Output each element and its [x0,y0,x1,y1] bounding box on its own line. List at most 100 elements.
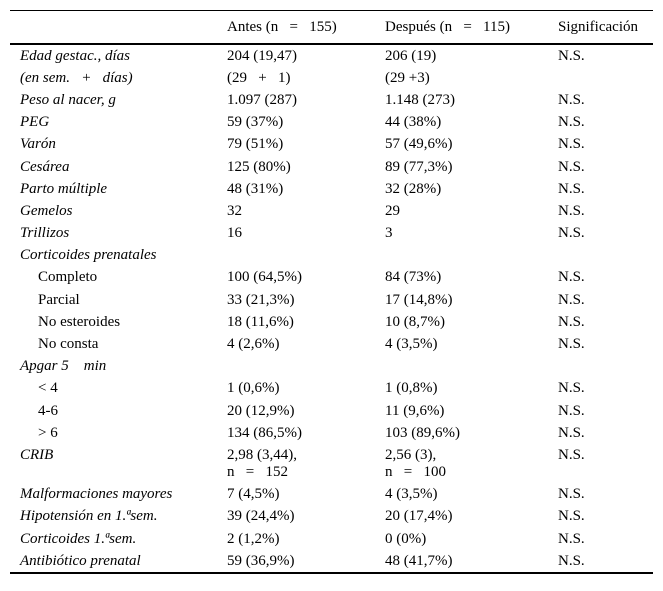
table-row: Corticoides 1.ªsem. 2 (1,2%) 0 (0%) N.S. [10,528,653,550]
cell-despues: 17 (14,8%) [385,291,453,308]
cell-antes: 1.097 (287) [227,91,297,108]
results-table: Antes (n = 155) Después (n = 115) Signif… [10,10,653,575]
row-label: Antibiótico prenatal [20,552,141,569]
cell-significacion: N.S. [558,136,585,153]
cell-antes: (29 + 1) [227,69,291,86]
cell-antes: 1 (0,6%) [227,380,280,397]
cell-despues: 3 [385,225,393,242]
row-label: Parcial [38,291,80,308]
table-row: Varón 79 (51%) 57 (49,6%) N.S. [10,134,653,156]
cell-antes: 20 (12,9%) [227,402,295,419]
row-label: Hipotensión en 1.ªsem. [20,508,158,525]
cell-antes: 32 [227,202,242,219]
cell-significacion: N.S. [558,402,585,419]
cell-despues: 32 (28%) [385,180,442,197]
row-label: Completo [38,269,98,286]
table-body: Edad gestac., días 204 (19,47) 206 (19) N.S… [10,44,653,573]
cell-antes: 59 (37%) [227,114,284,131]
cell-despues: 57 (49,6%) [385,136,453,153]
table-row: CRIB 2,98 (3,44), n = 152 2,56 (3), n = 10… [10,444,653,483]
cell-significacion [558,245,653,267]
cell-despues: 103 (89,6%) [385,424,460,441]
cell-antes: 125 (80%) [227,158,291,175]
cell-significacion: N.S. [558,508,585,525]
table-row: Apgar 5 min [10,356,653,378]
cell-despues [385,245,558,267]
table-row: Edad gestac., días 204 (19,47) 206 (19) N.S… [10,44,653,67]
cell-antes: 204 (19,47) [227,47,297,64]
cell-antes: 2 (1,2%) [227,530,280,547]
cell-despues: 1 (0,8%) [385,380,438,397]
table-row: Peso al nacer, g 1.097 (287) 1.148 (273) N.… [10,89,653,111]
cell-antes [227,245,385,267]
cell-antes: 79 (51%) [227,136,284,153]
table-row: Hipotensión en 1.ªsem. 39 (24,4%) 20 (17,4… [10,506,653,528]
cell-despues: 89 (77,3%) [385,158,453,175]
cell-significacion: N.S. [558,424,585,441]
cell-antes: 18 (11,6%) [227,313,294,330]
cell-despues: 4 (3,5%) [385,486,438,503]
cell-significacion: N.S. [558,446,585,463]
cell-antes: 16 [227,225,242,242]
header-significacion: Significación [558,10,653,45]
row-label: Varón [20,136,56,153]
cell-antes: 59 (36,9%) [227,552,295,569]
table-row: < 4 1 (0,6%) 1 (0,8%) N.S. [10,378,653,400]
row-label: PEG [20,114,50,131]
row-label: (en sem. + días) [20,69,133,86]
cell-significacion: N.S. [558,158,585,175]
cell-despues: 11 (9,6%) [385,402,445,419]
cell-significacion: N.S. [558,313,585,330]
cell-significacion: N.S. [558,180,585,197]
cell-significacion: N.S. [558,202,585,219]
cell-despues: 4 (3,5%) [385,336,438,353]
cell-antes: 134 (86,5%) [227,424,302,441]
table-row: 4-6 20 (12,9%) 11 (9,6%) N.S. [10,400,653,422]
table-row: Parto múltiple 48 (31%) 32 (28%) N.S. [10,178,653,200]
cell-despues: 206 (19) [385,47,437,64]
cell-significacion: N.S. [558,225,585,242]
row-label: 4-6 [38,402,58,419]
table-row: Antibiótico prenatal 59 (36,9%) 48 (41,7%)… [10,550,653,573]
cell-despues: 2,56 (3), n = 100 [385,446,446,480]
cell-significacion: N.S. [558,47,585,64]
header-antes: Antes (n = 155) [227,10,385,45]
row-label: Corticoides prenatales [20,247,157,264]
cell-despues: 44 (38%) [385,114,442,131]
row-label: Cesárea [20,158,70,175]
cell-significacion: N.S. [558,552,585,569]
row-label: Trillizos [20,225,70,242]
header-despues: Después (n = 115) [385,10,558,45]
table-row: PEG 59 (37%) 44 (38%) N.S. [10,112,653,134]
cell-despues: 1.148 (273) [385,91,455,108]
cell-antes [227,356,385,378]
cell-significacion: N.S. [558,336,585,353]
row-label: Parto múltiple [20,180,108,197]
cell-antes: 100 (64,5%) [227,269,302,286]
cell-significacion: N.S. [558,486,585,503]
cell-despues: (29 +3) [385,69,430,86]
cell-antes: 4 (2,6%) [227,336,280,353]
cell-significacion [558,356,653,378]
page: Antes (n = 155) Después (n = 115) Signif… [10,10,653,575]
table-row: No esteroides 18 (11,6%) 10 (8,7%) N.S. [10,311,653,333]
cell-despues: 29 [385,202,400,219]
cell-significacion: N.S. [558,91,585,108]
table-row: (en sem. + días) (29 + 1) (29 +3) [10,67,653,89]
table-row: Corticoides prenatales [10,245,653,267]
row-label: Peso al nacer, g [20,91,116,108]
row-label: > 6 [38,424,58,441]
row-label: No consta [38,336,99,353]
row-label: Apgar 5 min [20,358,107,375]
table-row: Gemelos 32 29 N.S. [10,200,653,222]
table-row: No consta 4 (2,6%) 4 (3,5%) N.S. [10,333,653,355]
cell-despues: 0 (0%) [385,530,427,547]
cell-significacion: N.S. [558,114,585,131]
row-label: < 4 [38,380,58,397]
table-row: Completo 100 (64,5%) 84 (73%) N.S. [10,267,653,289]
table-row: > 6 134 (86,5%) 103 (89,6%) N.S. [10,422,653,444]
cell-significacion [558,67,653,89]
header-empty [10,10,227,45]
header-row: Antes (n = 155) Después (n = 115) Signif… [10,10,653,45]
table-row: Cesárea 125 (80%) 89 (77,3%) N.S. [10,156,653,178]
